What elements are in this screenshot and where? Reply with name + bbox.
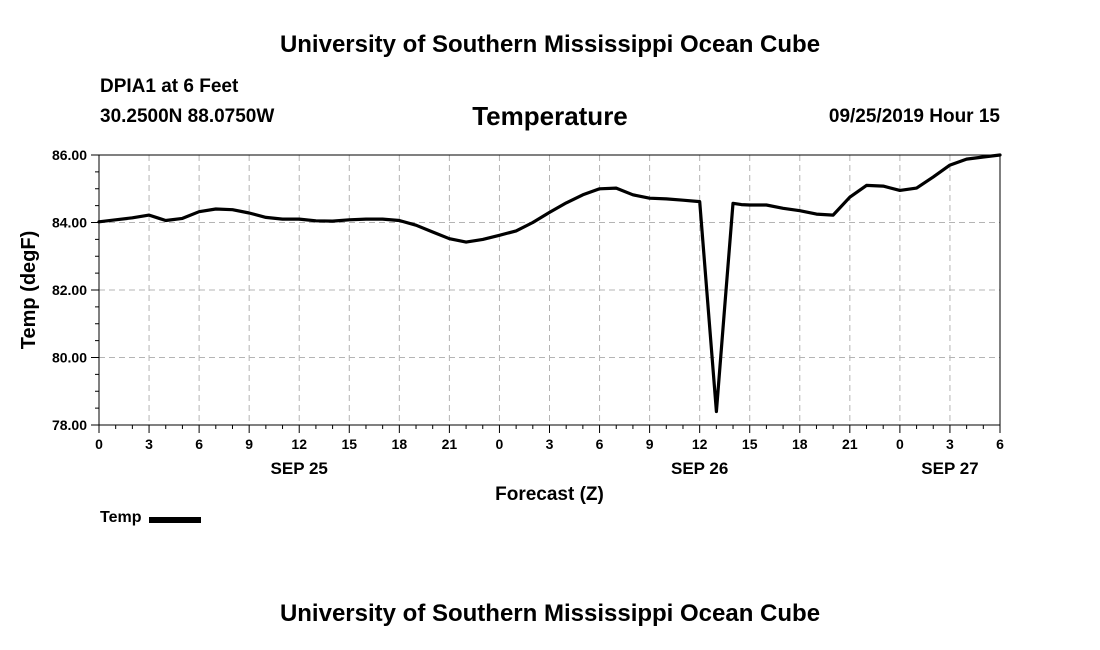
x-tick-label: 0 — [496, 436, 504, 452]
series — [97, 153, 1002, 414]
y-tick-label: 86.00 — [52, 147, 87, 163]
x-tick-label: 18 — [392, 436, 408, 452]
y-tick-label: 82.00 — [52, 282, 87, 298]
y-tick-label: 80.00 — [52, 350, 87, 366]
station-coordinates: 30.2500N 88.0750W — [100, 106, 275, 127]
x-tick-label: 12 — [692, 436, 708, 452]
date-label: SEP 27 — [921, 459, 978, 478]
legend-label-temp: Temp — [100, 509, 142, 526]
date-label: SEP 26 — [671, 459, 728, 478]
forecast-timestamp: 09/25/2019 Hour 15 — [828, 106, 1000, 127]
x-tick-label: 0 — [896, 436, 904, 452]
x-tick-label: 3 — [145, 436, 153, 452]
grid — [99, 155, 1000, 425]
x-tick-label: 3 — [946, 436, 954, 452]
x-tick-label: 15 — [742, 436, 758, 452]
x-tick-label: 15 — [341, 436, 357, 452]
x-tick-label: 9 — [245, 436, 253, 452]
page-title-top: University of Southern Mississippi Ocean… — [279, 31, 821, 58]
y-tick-label: 84.00 — [52, 215, 87, 231]
y-tick-label: 78.00 — [52, 417, 87, 433]
station-name: DPIA1 at 6 Feet — [100, 76, 239, 97]
x-tick-label: 18 — [792, 436, 808, 452]
legend-swatch-temp — [149, 516, 202, 523]
x-tick-label: 0 — [95, 436, 103, 452]
chart-title: Temperature — [472, 101, 628, 131]
x-tick-label: 6 — [596, 436, 604, 452]
x-tick-label: 12 — [291, 436, 307, 452]
x-tick-label: 3 — [546, 436, 554, 452]
series-line-temp — [97, 153, 1002, 414]
page-title-bottom: University of Southern Mississippi Ocean… — [279, 600, 821, 627]
legend: Temp — [100, 509, 202, 527]
x-tick-label: 6 — [195, 436, 203, 452]
x-axis-title: Forecast (Z) — [495, 484, 604, 505]
x-tick-label: 21 — [442, 436, 458, 452]
x-tick-label: 6 — [996, 436, 1004, 452]
date-label: SEP 25 — [271, 459, 328, 478]
axis-labels: 0 3 6 9 12 15 18 21 0 3 6 9 12 15 18 21 0 3 6 78.00 80.00 82.… — [18, 147, 1004, 505]
x-tick-label: 9 — [646, 436, 654, 452]
axes — [91, 154, 1001, 433]
y-axis-title: Temp (degF) — [18, 231, 40, 350]
x-tick-label: 21 — [842, 436, 858, 452]
